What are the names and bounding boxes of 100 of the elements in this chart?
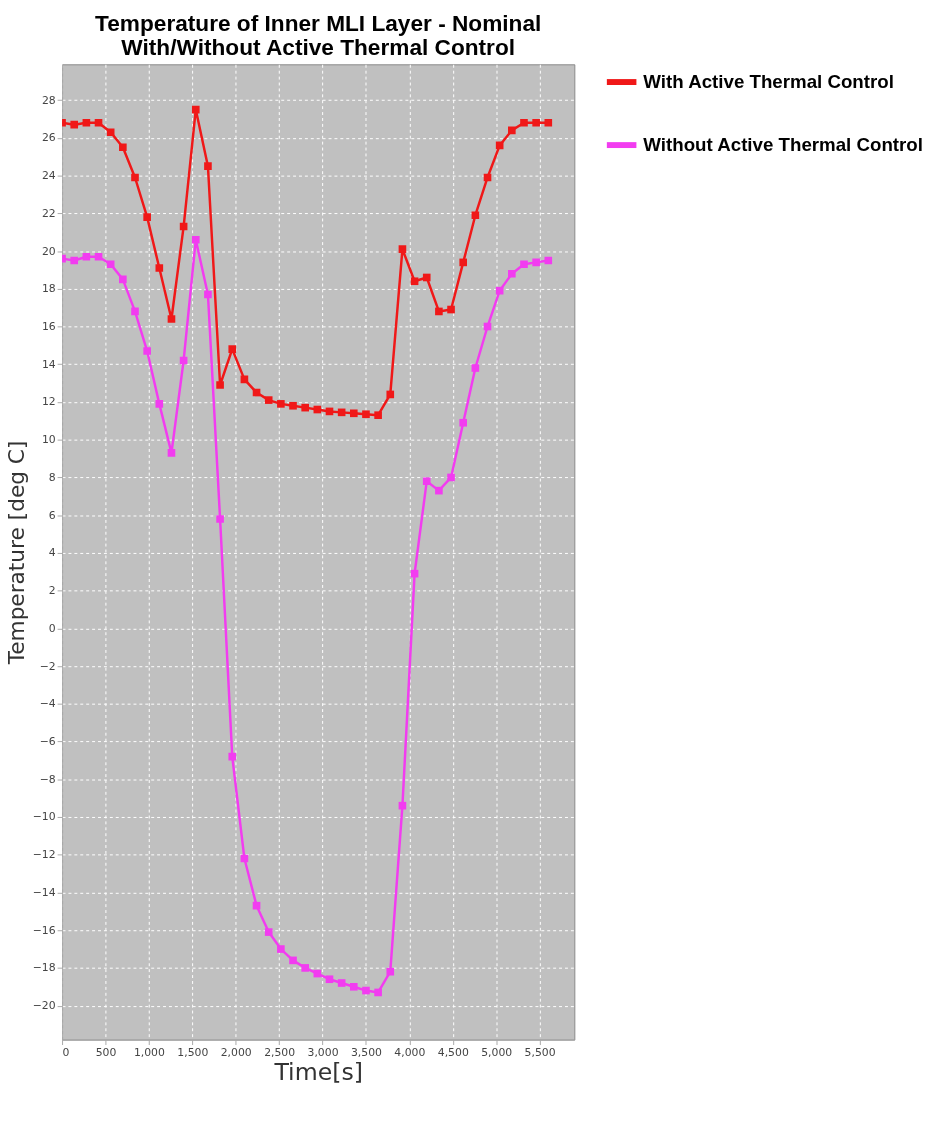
point	[337, 979, 346, 987]
point	[204, 162, 212, 170]
point	[191, 235, 200, 244]
point	[374, 411, 382, 419]
point	[277, 400, 285, 408]
y-tick-label: 20	[41, 244, 56, 258]
point	[520, 260, 528, 269]
y-tick-label: 2	[48, 584, 56, 598]
x-tick-label: 4,000	[394, 1045, 426, 1059]
y-tick-label: 0	[48, 621, 56, 635]
y-tick-label: 26	[41, 131, 56, 145]
legend-label: With Active Thermal Control	[643, 70, 894, 92]
x-tick-label: 3,500	[350, 1045, 383, 1059]
x-tick-label: 500	[95, 1045, 117, 1059]
y-tick-label: 10	[41, 433, 56, 447]
x-tick-label: 3,000	[307, 1045, 339, 1059]
y-tick-label: 12	[41, 395, 56, 409]
point	[362, 410, 370, 419]
y-tick-label: −2	[39, 659, 56, 673]
point	[471, 364, 480, 372]
point	[82, 252, 91, 261]
point	[70, 120, 79, 129]
point	[301, 403, 309, 412]
point	[435, 486, 443, 495]
point	[325, 975, 334, 984]
y-tick-label: −14	[32, 885, 56, 899]
y-tick-label: −20	[32, 999, 56, 1013]
y-tick-label: −16	[32, 923, 56, 937]
point	[349, 982, 358, 991]
point	[155, 400, 164, 408]
point	[70, 256, 79, 265]
point	[289, 401, 297, 410]
point	[410, 277, 419, 286]
x-tick-label: 0	[62, 1045, 70, 1059]
point	[301, 964, 309, 972]
point	[520, 118, 528, 127]
point	[264, 928, 273, 936]
x-tick-label: 2,000	[220, 1045, 252, 1059]
point	[106, 128, 115, 137]
x-tick-label: 4,500	[437, 1045, 469, 1059]
legend-label: Without Active Thermal Control	[643, 134, 924, 155]
point	[216, 381, 224, 389]
point	[544, 256, 553, 265]
point	[155, 264, 164, 272]
x-axis-title: Time[s]	[273, 1058, 363, 1087]
point	[228, 345, 237, 353]
y-tick-label: 16	[41, 319, 56, 333]
point	[264, 396, 273, 404]
point	[422, 273, 431, 282]
point	[191, 105, 200, 114]
point	[94, 118, 103, 127]
y-tick-label: −8	[39, 772, 56, 786]
point	[471, 211, 480, 220]
y-tick-label: 28	[41, 93, 56, 107]
point	[277, 945, 285, 953]
point	[544, 118, 553, 127]
point	[532, 118, 540, 127]
y-tick-label: −10	[32, 810, 56, 824]
y-tick-label: 8	[48, 470, 56, 484]
point	[119, 275, 127, 284]
y-tick-label: 22	[41, 206, 56, 220]
chart-title: Temperature of Inner MLI Layer - Nominal With/Without Active Thermal Control	[95, 9, 542, 61]
y-tick-label: −12	[32, 848, 56, 862]
point	[374, 988, 382, 997]
point	[386, 967, 395, 976]
point	[143, 213, 151, 221]
point	[204, 290, 212, 299]
point	[422, 477, 431, 486]
point	[228, 752, 237, 761]
point	[289, 956, 297, 965]
point	[435, 307, 443, 316]
point	[508, 269, 516, 278]
y-tick-label: −6	[39, 734, 56, 748]
point	[94, 252, 103, 261]
point	[349, 409, 358, 418]
point	[447, 305, 455, 314]
point	[131, 173, 139, 182]
point	[131, 307, 139, 316]
point	[106, 260, 115, 269]
point	[143, 347, 151, 355]
point	[459, 418, 468, 427]
y-tick-label: 14	[41, 357, 56, 371]
y-tick-label: 24	[41, 169, 56, 183]
point	[167, 315, 176, 323]
point	[532, 258, 540, 267]
point	[119, 143, 127, 152]
point	[82, 118, 91, 127]
y-tick-label: −18	[32, 961, 56, 975]
point	[216, 515, 224, 523]
point	[386, 390, 395, 399]
x-tick-label: 2,500	[264, 1045, 296, 1059]
y-tick-label: −4	[39, 697, 56, 711]
point	[508, 126, 516, 135]
point	[398, 801, 407, 810]
x-tick-label: 1,000	[133, 1045, 165, 1059]
y-axis-title: Temperature [deg C]	[3, 440, 29, 666]
y-tick-label: 4	[48, 546, 56, 560]
point	[447, 473, 455, 482]
x-tick-label: 5,000	[481, 1045, 513, 1059]
point	[167, 449, 176, 457]
